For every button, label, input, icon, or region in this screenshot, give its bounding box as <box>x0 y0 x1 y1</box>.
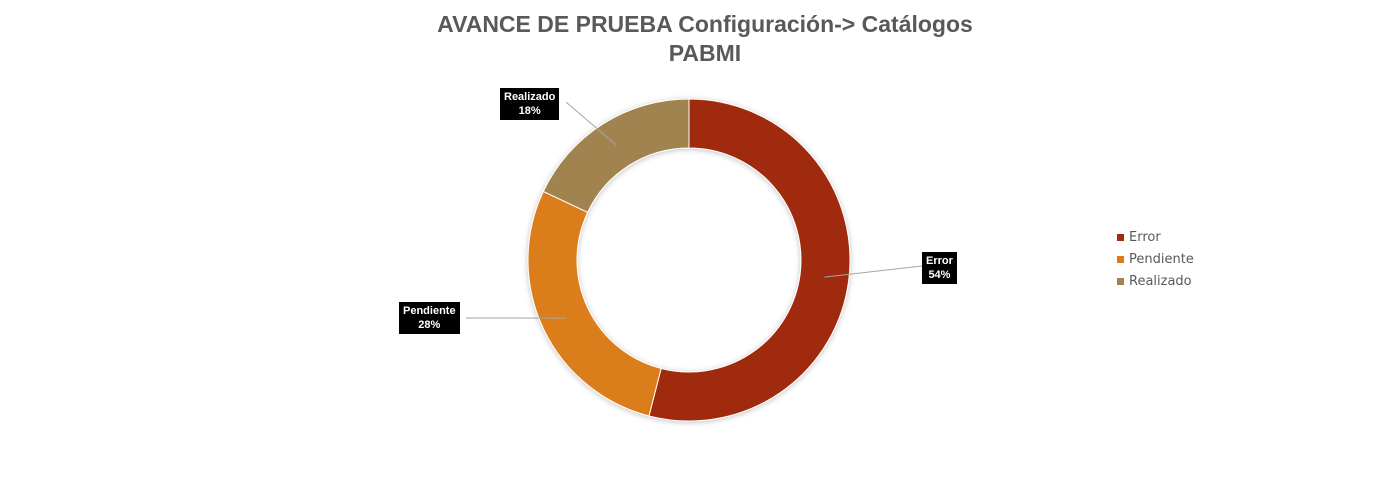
legend-label-realizado: Realizado <box>1129 273 1192 289</box>
legend-item-realizado: Realizado <box>1112 270 1194 292</box>
legend-label-pendiente: Pendiente <box>1129 251 1194 267</box>
legend: Error Pendiente Realizado <box>1112 223 1194 295</box>
donut-slice-realizado <box>542 98 690 213</box>
data-label-realizado: Realizado 18% <box>500 88 560 120</box>
data-label-pendiente: Pendiente 28% <box>399 302 460 334</box>
data-label-error: Error 54% <box>922 252 957 284</box>
leader-line-realizado <box>565 101 617 146</box>
donut-slices <box>527 98 851 422</box>
legend-item-error: Error <box>1112 226 1194 248</box>
donut-slice-error <box>648 98 851 422</box>
data-label-error-name: Error <box>926 255 953 267</box>
chart-title-line-1: AVANCE DE PRUEBA Configuración-> Catálog… <box>437 11 973 37</box>
legend-swatch-realizado <box>1117 277 1124 285</box>
legend-swatch-error <box>1117 233 1124 241</box>
leader-line-error <box>824 265 923 278</box>
data-label-error-percent: 54% <box>928 269 951 281</box>
donut-slice-pendiente <box>527 190 662 417</box>
leader-lines <box>465 101 923 319</box>
legend-swatch-pendiente <box>1117 255 1124 263</box>
data-label-realizado-percent: 18% <box>518 105 541 117</box>
legend-item-pendiente: Pendiente <box>1112 248 1194 270</box>
chart-title: AVANCE DE PRUEBA Configuración-> Catálog… <box>0 10 1396 68</box>
chart-title-line-2: PABMI <box>668 40 742 66</box>
legend-label-error: Error <box>1129 229 1161 245</box>
data-label-pendiente-percent: 28% <box>418 319 441 331</box>
data-label-realizado-name: Realizado <box>504 91 556 103</box>
data-label-pendiente-name: Pendiente <box>403 305 456 317</box>
